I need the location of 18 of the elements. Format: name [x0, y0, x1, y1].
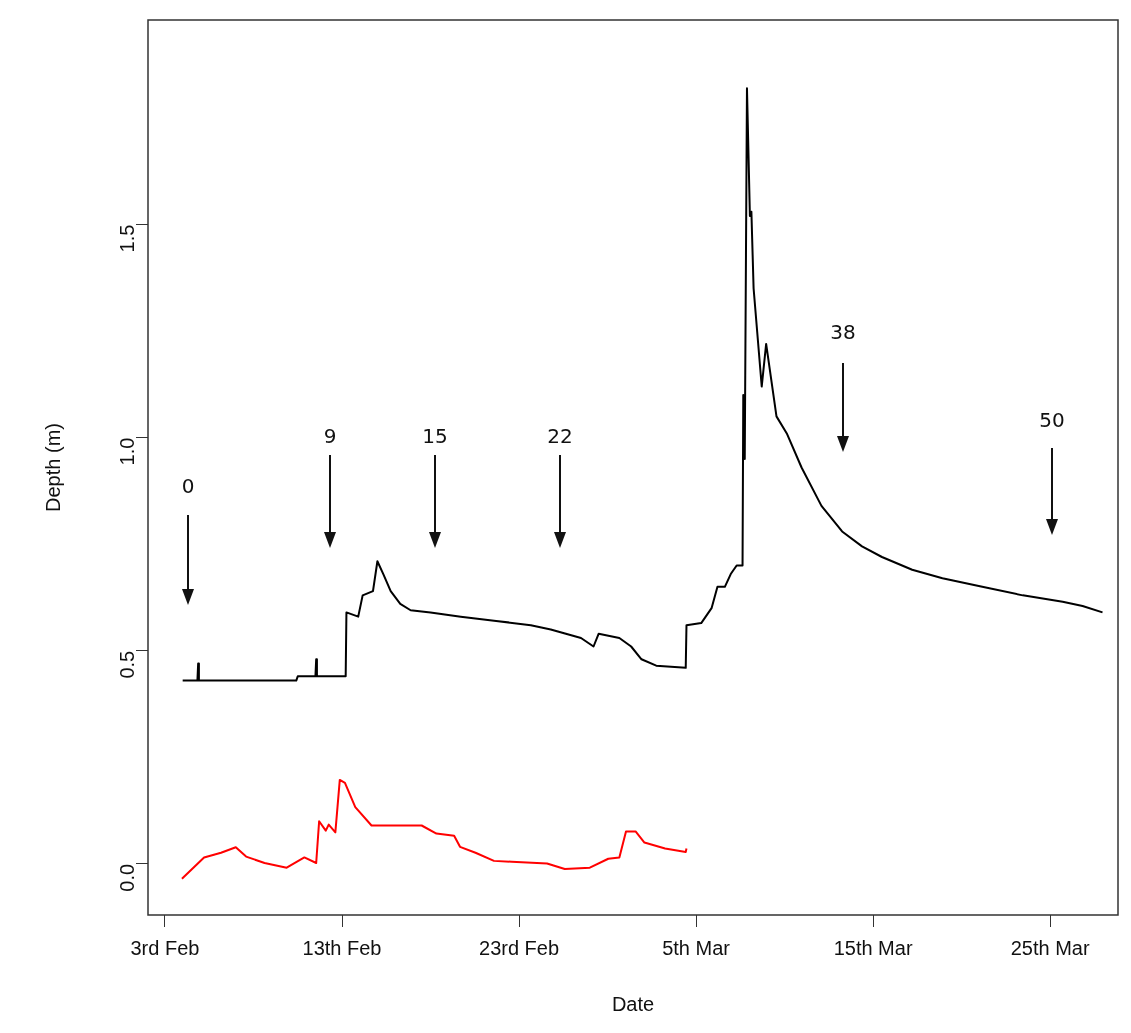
x-tick-label: 15th Mar: [833, 936, 913, 959]
y-tick-label: 0.5: [115, 650, 138, 679]
annotation: 38: [830, 320, 856, 344]
y-tick-label: 1.0: [115, 437, 138, 466]
y-tick-label: 1.5: [115, 224, 138, 253]
x-tick-label: 5th Mar: [662, 936, 731, 959]
x-tick-label: 3rd Feb: [130, 936, 200, 959]
annotation: 50: [1039, 408, 1065, 432]
annotation: 15: [422, 424, 448, 448]
annotation: 9: [323, 424, 337, 448]
annotation: 22: [547, 424, 573, 448]
x-tick-label: 25th Mar: [1010, 936, 1090, 959]
x-axis-title: Date: [611, 992, 655, 1015]
x-tick-label: 13th Feb: [302, 936, 382, 959]
annotation: 0: [181, 474, 195, 498]
y-tick-label: 0.0: [115, 863, 138, 892]
x-tick-label: 23rd Feb: [479, 936, 560, 959]
y-axis-title: Depth (m): [41, 423, 64, 512]
